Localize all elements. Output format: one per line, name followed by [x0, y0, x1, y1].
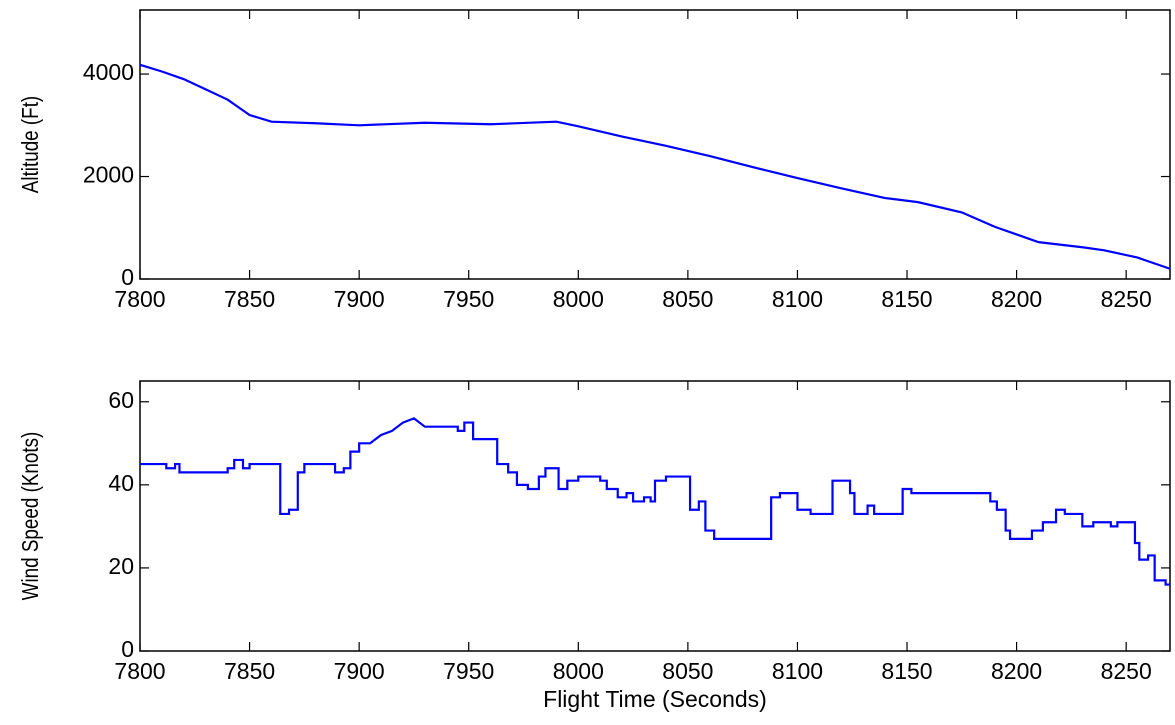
x-tick-label: 8100 — [772, 286, 823, 312]
x-tick-label: 7850 — [224, 286, 275, 312]
x-axis-label: Flight Time (Seconds) — [543, 686, 767, 712]
x-tick-label: 8250 — [1101, 286, 1152, 312]
x-tick-label: 7800 — [114, 658, 165, 684]
axes-frame — [139, 380, 1171, 652]
x-tick-label: 7900 — [334, 658, 385, 684]
y-tick-label: 2000 — [83, 162, 134, 188]
x-tick-label: 8200 — [991, 658, 1042, 684]
data-line — [140, 417, 1170, 586]
x-tick-label: 7950 — [443, 658, 494, 684]
y-tick-label: 0 — [121, 264, 134, 290]
x-tick-label: 8150 — [881, 286, 932, 312]
x-tick-label: 8000 — [553, 286, 604, 312]
y-tick-label: 60 — [108, 387, 134, 413]
y-tick-label: 4000 — [83, 59, 134, 85]
y-axis-label: Wind Speed (Knots) — [18, 432, 43, 601]
y-tick-label: 40 — [108, 470, 134, 496]
x-tick-label: 7850 — [224, 658, 275, 684]
x-tick-label: 7900 — [334, 286, 385, 312]
x-tick-label: 8250 — [1101, 658, 1152, 684]
x-tick-label: 8150 — [881, 658, 932, 684]
x-tick-label: 8100 — [772, 658, 823, 684]
x-tick-label: 7950 — [443, 286, 494, 312]
x-tick-label: 7800 — [114, 286, 165, 312]
y-tick-label: 0 — [121, 636, 134, 662]
x-tick-label: 8050 — [662, 658, 713, 684]
y-tick-label: 20 — [108, 553, 134, 579]
axes-frame — [139, 9, 1171, 280]
data-line — [139, 63, 1171, 270]
y-axis-label: Altitude (Ft) — [18, 96, 43, 193]
x-tick-label: 8050 — [662, 286, 713, 312]
x-tick-label: 8000 — [553, 658, 604, 684]
x-tick-label: 8200 — [991, 286, 1042, 312]
